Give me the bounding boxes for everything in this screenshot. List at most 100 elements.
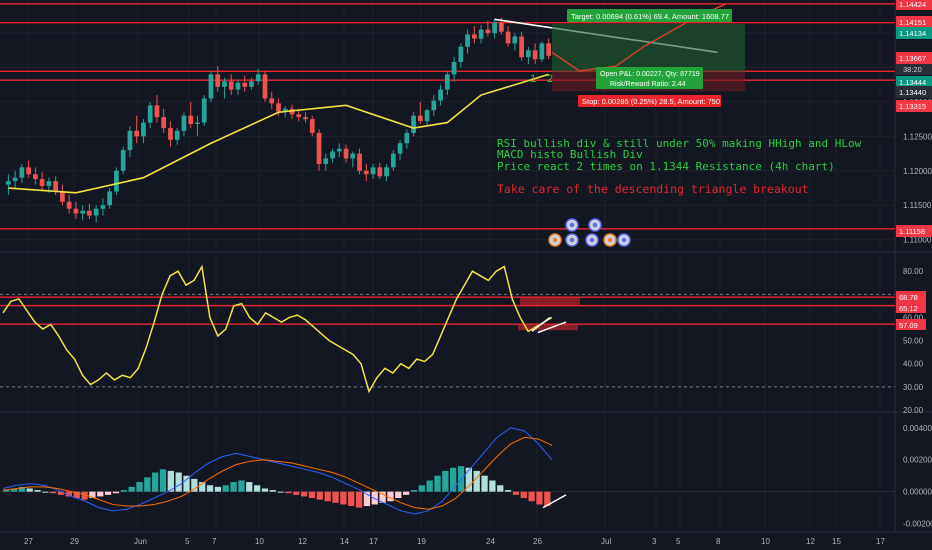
rsi-line [2, 264, 553, 394]
moving-average-line [8, 73, 549, 194]
rsi-tick-label: 30.00 [903, 383, 924, 392]
macd-histogram-bar [112, 491, 120, 494]
price-axis[interactable]: 1.110001.115001.120001.125001.130001.135… [896, 0, 932, 529]
price-label: 1.13444 [899, 78, 926, 87]
candle-body [53, 181, 59, 192]
time-tick-label: 24 [486, 537, 495, 546]
candle-body [526, 50, 531, 58]
candle-body [370, 167, 376, 175]
event-flag-icon-4[interactable] [565, 233, 579, 247]
candle-body [404, 132, 410, 144]
macd-histogram-bar [355, 491, 363, 508]
macd-histogram-bar [340, 491, 347, 505]
annotation-text: Take care of the descending triangle bre… [497, 182, 809, 196]
candle-body [546, 43, 551, 56]
candle-body [33, 174, 38, 180]
rsi-tick-label: 50.00 [903, 337, 924, 346]
candle-body [222, 81, 227, 87]
macd-histogram-bar [26, 488, 33, 492]
time-tick-label: 27 [24, 537, 33, 546]
macd-histogram-bar [73, 491, 80, 499]
rsi-tick-label: 60.00 [903, 313, 924, 322]
macd-histogram-bar [308, 491, 316, 499]
price-label: 1.11158 [899, 227, 925, 236]
macd-tick-label: 0.00000 [903, 488, 932, 497]
candle-body [141, 122, 146, 137]
macd-tick-label: -0.00200 [903, 520, 932, 529]
touch-label-1: 1 [530, 73, 536, 85]
event-flag-icon-2[interactable] [588, 218, 602, 232]
candle-body [181, 115, 187, 131]
time-tick-label: Jun [134, 537, 147, 546]
macd-histogram-bar [512, 491, 520, 495]
stop-label-box [578, 95, 721, 107]
macd-histogram-bar [175, 472, 182, 492]
macd-histogram-bar [34, 490, 41, 492]
time-axis[interactable]: 27 29 Jun 5 7 10 12 14 17 19 24 26 Jul 3 5 8 10 12 15 17 [24, 537, 885, 546]
macd-histogram-bar [465, 467, 473, 492]
price-label-box [896, 27, 932, 39]
macd-histogram-bar [426, 480, 433, 492]
price-tick-label: 1.11500 [903, 201, 932, 210]
macd-histogram-bar [206, 485, 214, 492]
candle-body [87, 210, 92, 216]
price-tick-label: 1.11000 [903, 236, 932, 245]
time-tick-label: 12 [806, 537, 815, 546]
macd-histogram-bar [222, 485, 229, 492]
macd-histogram-bar [97, 491, 104, 497]
macd-histogram-bar [246, 482, 253, 492]
event-flag-icon-3[interactable] [548, 233, 562, 247]
event-flag-icon-1[interactable] [565, 218, 579, 232]
risk-reward-label: Risk/Reward Ratio: 2.44 [610, 81, 686, 88]
candle-body [228, 81, 234, 90]
rsi-pane[interactable] [0, 264, 895, 394]
drawings-overlay: Target: 0.00694 (0.61%) 69.4, Amount: 16… [497, 9, 862, 247]
event-flag-dot [569, 237, 575, 243]
time-tick-label: 8 [716, 537, 721, 546]
macd-histogram-bar [136, 482, 143, 492]
event-flag-icon-6[interactable] [603, 233, 617, 247]
candle-body [39, 179, 45, 186]
open-label-box [596, 67, 703, 89]
macd-histogram-bar [348, 491, 355, 507]
price-label: 1.14134 [899, 29, 926, 38]
candle-body [411, 115, 416, 133]
macd-histogram-bar [410, 490, 418, 492]
candle-body [519, 36, 524, 58]
open-pl-label: Open P&L: 0.00227, Qty: 87719 [600, 71, 700, 78]
macd-pane[interactable] [0, 427, 895, 515]
event-flag-icon-7[interactable] [617, 233, 631, 247]
macd-histogram-bar [497, 485, 504, 492]
price-label-box [896, 100, 932, 112]
candle-body [249, 81, 254, 87]
macd-histogram-bar [387, 491, 394, 502]
macd-histogram-bar [536, 491, 543, 505]
candle-body [417, 115, 423, 122]
candle-body [444, 74, 450, 90]
event-flag-icon-5[interactable] [585, 233, 599, 247]
candle-body [296, 114, 302, 118]
candle-body [350, 153, 356, 159]
time-tick-label: 17 [369, 537, 378, 546]
macd-histogram-bar [120, 490, 127, 492]
candle-body [492, 22, 497, 34]
macd-histogram-bar [199, 482, 206, 492]
time-tick-label: 7 [212, 537, 217, 546]
event-flag-dot [569, 222, 575, 228]
event-flag-dot [592, 222, 598, 228]
candle-body [80, 210, 86, 214]
stop-label: Stop: 0.00285 (0.25%) 28.5, Amount: 750 [582, 97, 720, 106]
candle-body [282, 108, 288, 112]
macd-histogram-bar [230, 482, 237, 492]
gridlines [0, 0, 932, 533]
target-label-box [567, 9, 732, 22]
target-label: Target: 0.00694 (0.61%) 69.4, Amount: 16… [571, 12, 729, 21]
candle-body [208, 74, 214, 99]
candle-body [12, 177, 18, 182]
macd-histogram-bar [50, 491, 57, 494]
macd-histogram-bar [269, 490, 276, 492]
candle-body [357, 153, 362, 171]
macd-histogram-bar [253, 485, 261, 492]
